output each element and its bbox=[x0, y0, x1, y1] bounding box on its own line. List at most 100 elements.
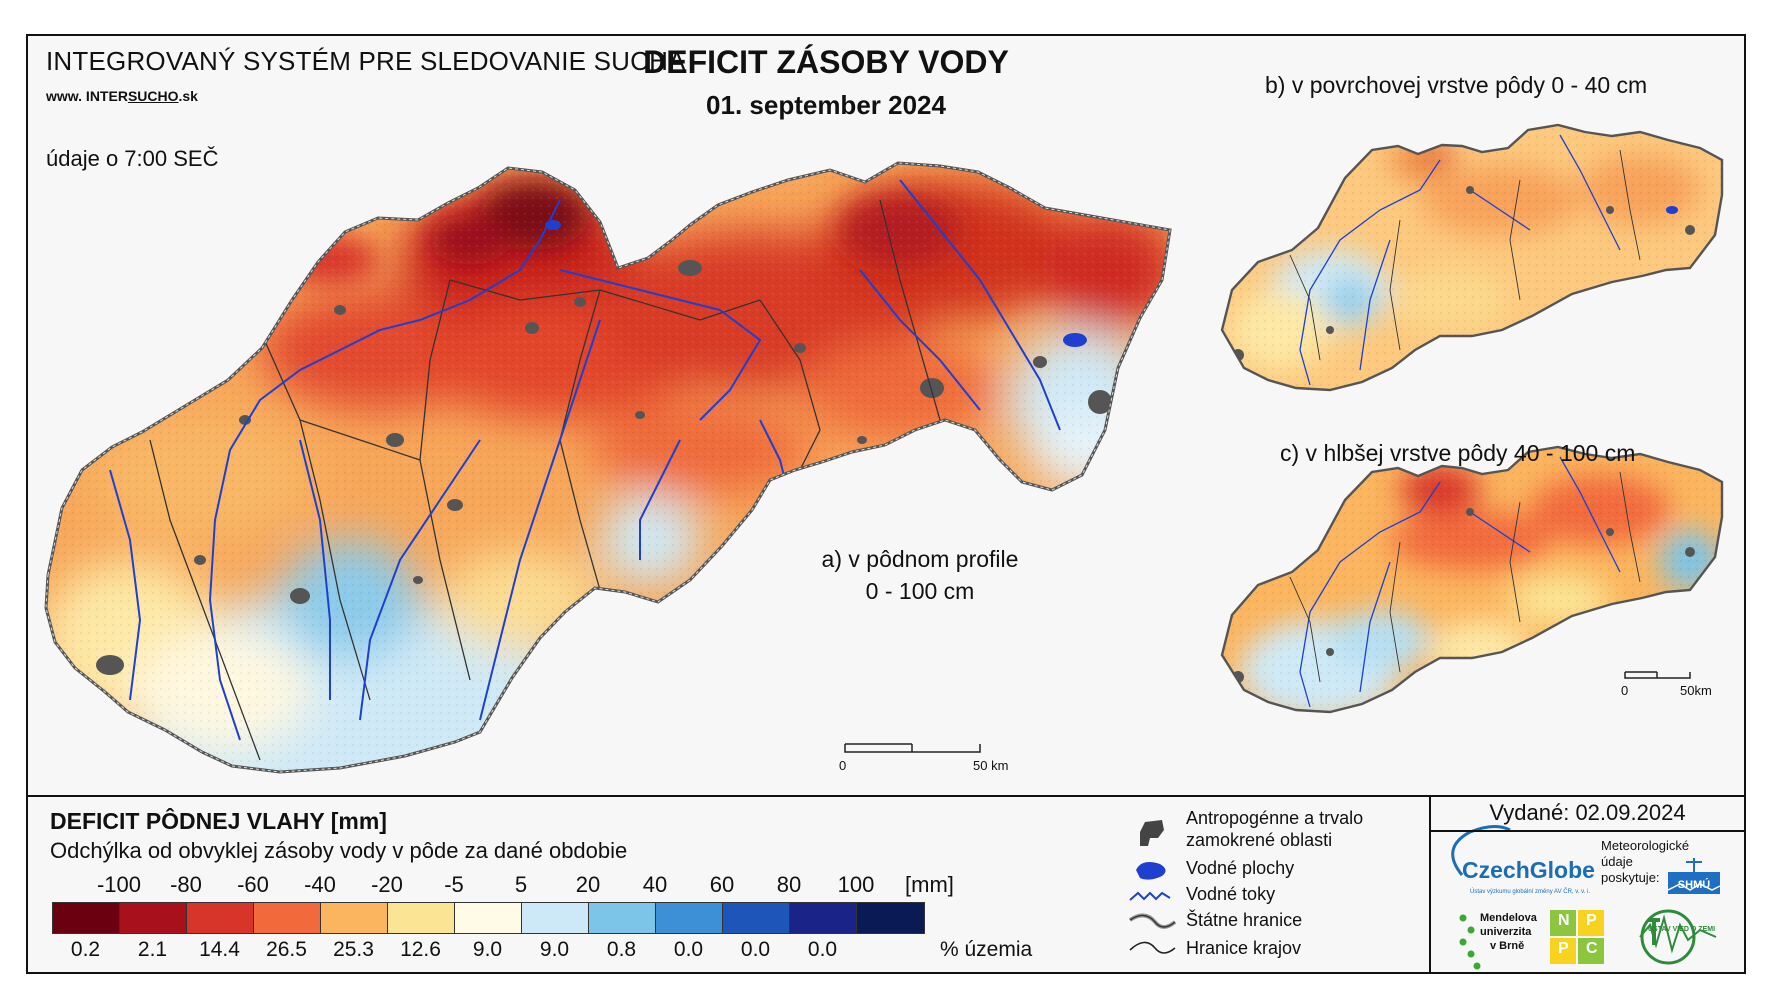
uvoz-text: ÚSTAV VIED O ZEMI bbox=[1648, 926, 1716, 933]
legend-threshold: -80 bbox=[170, 872, 202, 897]
legend-swatch bbox=[790, 903, 857, 933]
shmu-logo: SHMÚ bbox=[1667, 858, 1721, 894]
legend-threshold: 40 bbox=[642, 872, 668, 897]
legend-subtitle: Odchýlka od obvyklej zásoby vody v pôde … bbox=[50, 838, 628, 863]
scale-bar-small bbox=[1624, 671, 1691, 679]
legend-title: DEFICIT PÔDNEJ VLAHY [mm] bbox=[50, 808, 387, 834]
nppc-p1: P bbox=[1586, 912, 1597, 929]
nppc-logo bbox=[1550, 910, 1604, 964]
time-note: údaje o 7:00 SEČ bbox=[46, 146, 219, 171]
legend-pct-value: 0.0 bbox=[673, 938, 704, 961]
czechglobe-text: CzechGlobe bbox=[1462, 857, 1595, 883]
svg-text:SHMÚ: SHMÚ bbox=[1678, 878, 1710, 891]
legend-threshold: 5 bbox=[514, 872, 528, 897]
legend-swatch bbox=[388, 903, 455, 933]
panel-a-depth: 0 - 100 cm bbox=[865, 578, 975, 604]
mendel-line2: univerzita bbox=[1480, 926, 1532, 938]
system-title: INTEGROVANÝ SYSTÉM PRE SLEDOVANIE SUCHA bbox=[46, 46, 686, 76]
map-date: 01. september 2024 bbox=[706, 90, 946, 120]
legend-pct-value: 2.1 bbox=[137, 938, 168, 961]
urban-label-1: Antropogénne a trvalo bbox=[1186, 808, 1364, 828]
legend-pct-value: 0.0 bbox=[807, 938, 838, 961]
legend-pct-value: 14.4 bbox=[199, 938, 240, 961]
legend-pct-value: 26.5 bbox=[266, 938, 307, 961]
legend-swatch bbox=[522, 903, 589, 933]
mendel-line1: Mendelova bbox=[1480, 912, 1537, 924]
legend-pct-value: 9.0 bbox=[539, 938, 570, 961]
legend-pct-value: 0.8 bbox=[606, 938, 637, 961]
region-label: Hranice krajov bbox=[1186, 938, 1302, 958]
legend-divider bbox=[26, 795, 1746, 797]
panel-b-label: b) v povrchovej vrstve pôdy 0 - 40 cm bbox=[1265, 72, 1648, 98]
legend-threshold: -100 bbox=[96, 872, 142, 897]
legend-swatch bbox=[857, 903, 924, 933]
water-body bbox=[1063, 333, 1087, 347]
state-border-c bbox=[1220, 445, 1724, 714]
czechglobe-logo: CzechGlobe Ústav výzkumu globální změny … bbox=[1451, 825, 1595, 895]
map-b-surface-layer bbox=[1222, 125, 1722, 390]
nppc-p2: P bbox=[1558, 940, 1569, 957]
met-line2: údaje bbox=[1601, 854, 1633, 869]
legend-swatch bbox=[187, 903, 254, 933]
legend-threshold: 80 bbox=[776, 872, 802, 897]
legend-swatch bbox=[254, 903, 321, 933]
svg-text:Ústav výzkumu globální změny A: Ústav výzkumu globální změny AV ČR, v. v… bbox=[1470, 888, 1590, 895]
url-mid: SUCHO bbox=[127, 88, 179, 104]
met-line3: poskytuje: bbox=[1601, 870, 1660, 885]
water-body bbox=[545, 220, 561, 230]
scale-bar-main bbox=[844, 743, 981, 753]
legend-swatch bbox=[589, 903, 656, 933]
panel-a-label: a) v pôdnom profile bbox=[821, 546, 1019, 572]
url-prefix: www. INTER bbox=[46, 88, 128, 104]
border-label: Štátne hranice bbox=[1186, 910, 1303, 930]
legend-swatch bbox=[321, 903, 388, 933]
legend-color-bar bbox=[52, 902, 925, 934]
map-a-soil-profile bbox=[46, 163, 1170, 772]
legend-threshold: -60 bbox=[237, 872, 269, 897]
river-symbol bbox=[1129, 891, 1171, 901]
legend-pct-value: 12.6 bbox=[400, 938, 441, 961]
state-border-b bbox=[1220, 123, 1724, 392]
page-title: DEFICIT ZÁSOBY VODY bbox=[643, 44, 1009, 80]
mendel-logo bbox=[1459, 914, 1481, 970]
legend-swatch bbox=[53, 903, 120, 933]
legend-threshold: 60 bbox=[709, 872, 735, 897]
urban-areas bbox=[96, 260, 1112, 675]
rivers bbox=[109, 179, 1061, 741]
river-label: Vodné toky bbox=[1186, 884, 1276, 904]
legend-pct-value: 0.0 bbox=[740, 938, 771, 961]
legend-swatch bbox=[455, 903, 522, 933]
panel-c-label: c) v hlbšej vrstve pôdy 40 - 100 cm bbox=[1280, 440, 1636, 466]
legend-swatch bbox=[656, 903, 723, 933]
issued-date: Vydané: 02.09.2024 bbox=[1489, 800, 1686, 825]
legend-pct-unit: % územia bbox=[940, 938, 1033, 961]
legend-swatch bbox=[723, 903, 790, 933]
nppc-c: C bbox=[1586, 940, 1598, 957]
legend-swatch bbox=[120, 903, 187, 933]
uvoz-logo bbox=[1639, 909, 1717, 965]
region-symbol bbox=[1129, 941, 1176, 954]
water-symbol bbox=[1136, 862, 1166, 880]
mendel-line3: v Brně bbox=[1490, 940, 1525, 952]
url-suffix: .sk bbox=[178, 88, 198, 104]
urban-symbol bbox=[1140, 820, 1164, 846]
legend-threshold: 100 bbox=[837, 872, 875, 897]
nppc-n: N bbox=[1558, 912, 1570, 929]
legend-pct-value: 9.0 bbox=[472, 938, 503, 961]
credits-divider bbox=[1429, 830, 1746, 832]
legend-pct-value: 0.2 bbox=[70, 938, 101, 961]
credits-box bbox=[1429, 795, 1746, 974]
border-symbol bbox=[1128, 913, 1177, 929]
legend-threshold: 20 bbox=[575, 872, 601, 897]
legend-unit: [mm] bbox=[905, 872, 954, 897]
scale-main-end: 50 km bbox=[973, 758, 1009, 773]
legend-threshold: -20 bbox=[371, 872, 403, 897]
legend-pct-value: 25.3 bbox=[333, 938, 374, 961]
legend-threshold: -5 bbox=[444, 872, 464, 897]
scale-small-end: 50km bbox=[1680, 683, 1712, 698]
system-url[interactable]: www. INTERSUCHO.sk bbox=[46, 88, 198, 104]
water-label: Vodné plochy bbox=[1186, 858, 1295, 878]
scale-main-start: 0 bbox=[839, 758, 847, 773]
met-line1: Meteorologické bbox=[1601, 838, 1690, 853]
